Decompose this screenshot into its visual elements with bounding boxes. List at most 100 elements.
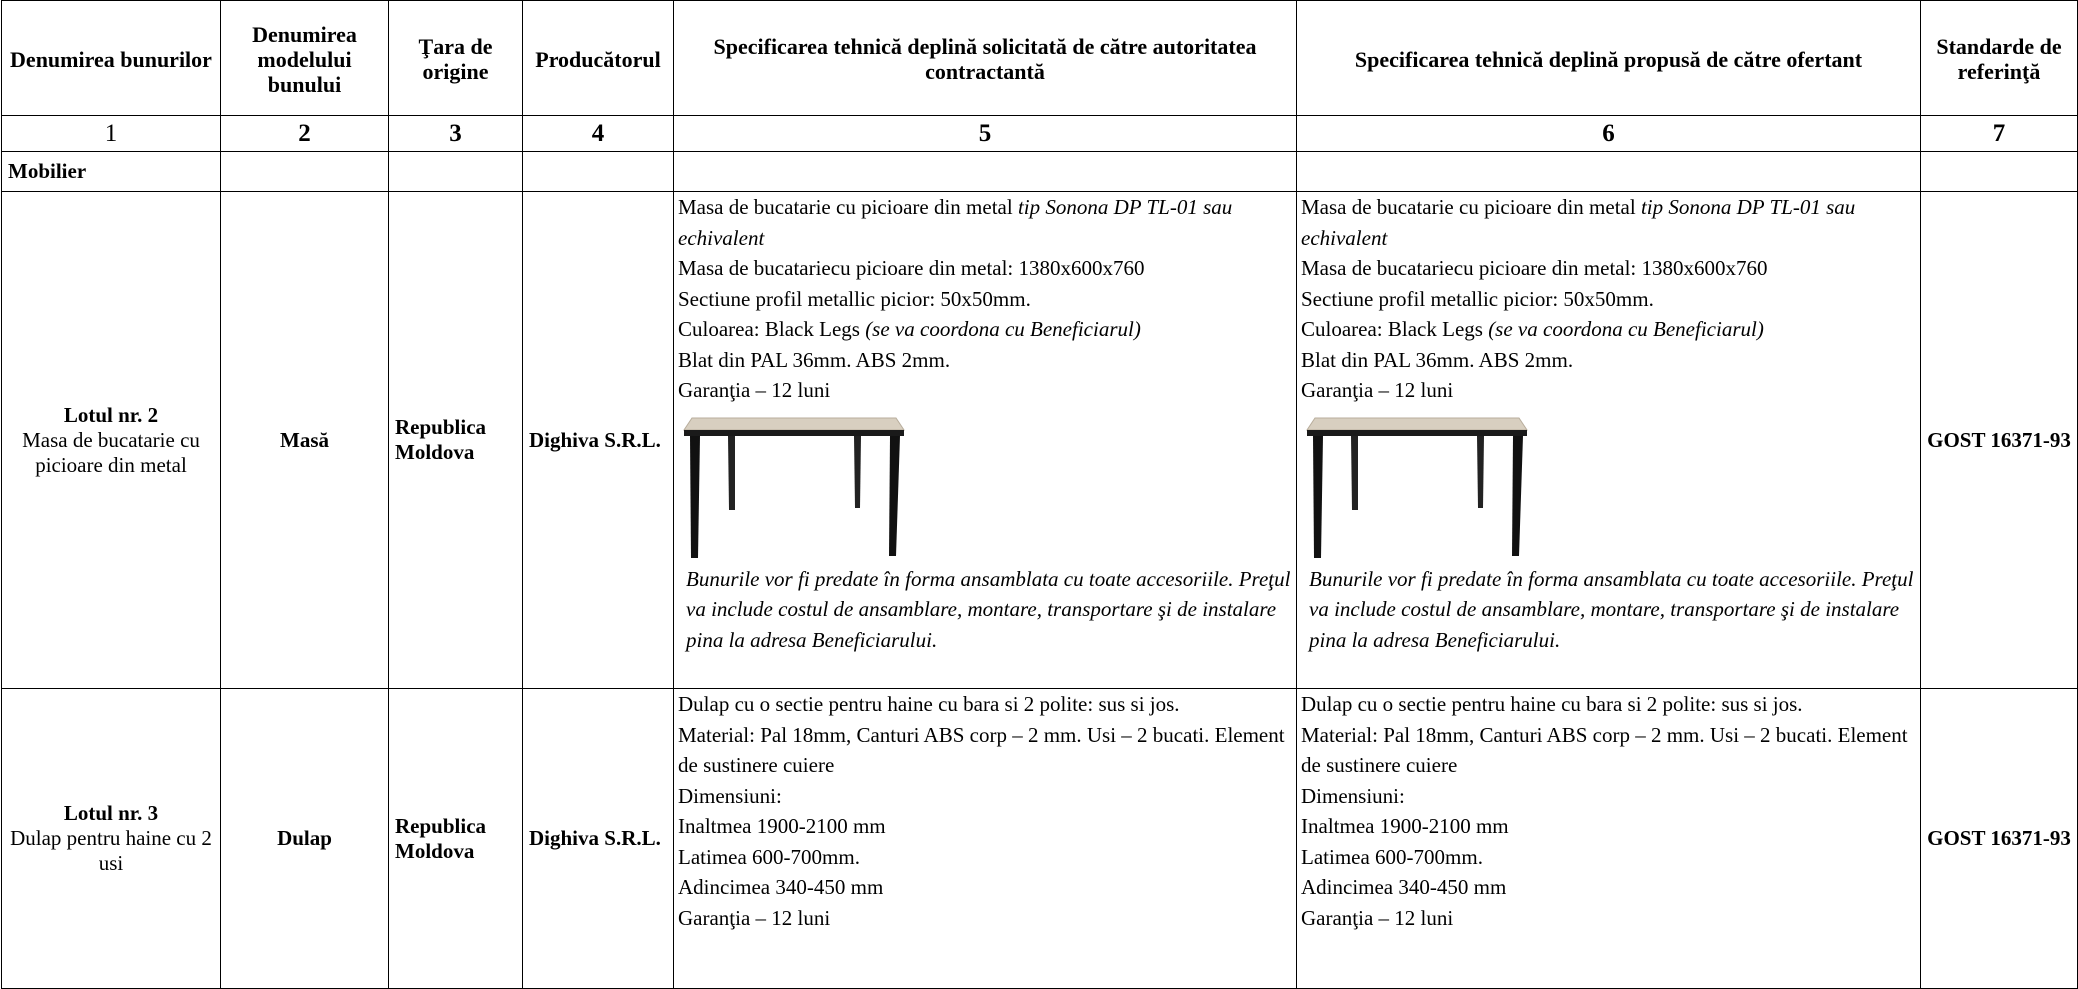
spec-line: Sectiune profil metallic picior: 50x50mm… (1301, 284, 1916, 315)
column-number: 3 (388, 115, 523, 152)
spec-text: Masa de bucatarie cu picioare din metal (678, 195, 1018, 219)
spec-line: Blat din PAL 36mm. ABS 2mm. (678, 345, 1292, 376)
lot-item: Masa de bucatarie cu picioare din metal (22, 427, 200, 477)
spec-text: Garanţia – 12 luni (1301, 378, 1454, 402)
empty-cell (220, 151, 389, 192)
header-row: Denumirea bunurilor Denumirea modelului b… (1, 0, 2078, 116)
product-image (1306, 417, 1528, 558)
offered-spec: Dulap cu o sectie pentru haine cu bara s… (1296, 688, 1921, 989)
column-number: 2 (220, 115, 389, 152)
spec-line: Adincimea 340-450 mm (678, 872, 1292, 903)
empty-cell (673, 151, 1297, 192)
spec-text: Latimea 600-700mm. (1301, 844, 1483, 869)
section-row: Mobilier (1, 151, 2078, 192)
lot-row: Lotul nr. 2 Masa de bucatarie cu picioare… (1, 191, 2078, 689)
spec-line: Latimea 600-700mm. (678, 842, 1292, 873)
section-title: Mobilier (1, 151, 221, 192)
spec-text: Garanţia – 12 luni (678, 378, 831, 402)
requested-spec: Masa de bucatarie cu picioare din metal … (673, 191, 1297, 689)
lot-cell: Lotul nr. 3 Dulap pentru haine cu 2 usi (1, 688, 221, 989)
spec-line: Latimea 600-700mm. (1301, 842, 1916, 873)
spec-line: Masa de bucatarie cu picioare din metal … (678, 193, 1292, 254)
spec-line: Material: Pal 18mm, Canturi ABS corp – 2… (1301, 720, 1916, 781)
offered-spec: Masa de bucatarie cu picioare din metal … (1296, 191, 1921, 689)
spec-emphasis: tip Sonona DP TL-01 sau echivalent (1301, 195, 1856, 250)
spec-line: Garanţia – 12 luni (678, 903, 1292, 934)
column-number: 1 (1, 115, 221, 152)
column-header: Ţara de origine (388, 0, 523, 116)
requested-spec: Dulap cu o sectie pentru haine cu bara s… (673, 688, 1297, 989)
spec-line: Masa de bucatariecu picioare din metal: … (1301, 253, 1916, 284)
spec-note: Bunurile vor fi predate în forma ansambl… (1309, 566, 1914, 652)
spec-text: Masa de bucatarie cu picioare din metal (1301, 195, 1641, 219)
spec-text: Garanţia – 12 luni (1301, 905, 1454, 930)
empty-cell (522, 151, 674, 192)
spec-text: Latimea 600-700mm. (678, 844, 860, 869)
lot-number: Lotul nr. 2 (63, 402, 159, 427)
spec-text: Garanţia – 12 luni (678, 905, 831, 930)
spec-line: Adincimea 340-450 mm (1301, 872, 1916, 903)
empty-cell (1296, 151, 1921, 192)
spec-text: Masa de bucatariecu picioare din metal: … (678, 256, 1145, 280)
column-header: Specificarea tehnică deplină propusă de … (1296, 0, 1921, 116)
column-number: 7 (1920, 115, 2078, 152)
spec-line: Dulap cu o sectie pentru haine cu bara s… (678, 690, 1292, 720)
empty-cell (1920, 151, 2078, 192)
standard: GOST 16371-93 (1920, 191, 2078, 689)
spec-text: Blat din PAL 36mm. ABS 2mm. (1301, 347, 1574, 372)
spec-emphasis: (se va coordona cu Beneficiarul) (865, 317, 1141, 341)
model: Dulap (220, 688, 389, 989)
spec-text: Dimensiuni: (678, 783, 782, 808)
spec-text: Material: Pal 18mm, Canturi ABS corp – 2… (1301, 722, 1908, 778)
spec-text: Dulap cu o sectie pentru haine cu bara s… (1301, 692, 1803, 716)
column-header: Producătorul (522, 0, 674, 116)
spec-line: Culoarea: Black Legs (se va coordona cu … (1301, 314, 1916, 345)
spec-note: Bunurile vor fi predate în forma ansambl… (686, 566, 1291, 652)
spec-line: Garanţia – 12 luni (1301, 375, 1916, 406)
spec-line: Dimensiuni: (1301, 781, 1916, 812)
table-body: 1 2 3 4 5 6 7 Mobilier Lotul nr. 2 Masa de bucata… (1, 115, 2078, 989)
empty-cell (388, 151, 523, 192)
spec-line: Inaltmea 1900-2100 mm (678, 811, 1292, 842)
column-header: Specificarea tehnică deplină solicitată … (673, 0, 1297, 116)
spec-text: Adincimea 340-450 mm (1301, 875, 1507, 899)
spec-text: Adincimea 340-450 mm (678, 875, 884, 899)
column-header: Denumirea modelului bunului (220, 0, 389, 116)
spec-line: Material: Pal 18mm, Canturi ABS corp – 2… (678, 720, 1292, 781)
lot-item: Dulap pentru haine cu 2 usi (10, 826, 212, 875)
column-number: 4 (522, 115, 674, 152)
spec-text: Culoarea: Black Legs (678, 317, 866, 341)
spec-line: Inaltmea 1900-2100 mm (1301, 811, 1916, 842)
spec-text: Sectiune profil metallic picior: 50x50mm… (1301, 286, 1654, 311)
spec-line: Masa de bucatarie cu picioare din metal … (1301, 193, 1916, 254)
spec-line: Masa de bucatariecu picioare din metal: … (678, 253, 1292, 284)
column-header: Standarde de referinţă (1920, 0, 2078, 116)
spec-emphasis: (se va coordona cu Beneficiarul) (1488, 317, 1764, 341)
product-image (683, 417, 905, 558)
spec-line: Culoarea: Black Legs (se va coordona cu … (678, 314, 1292, 345)
spec-text: Blat din PAL 36mm. ABS 2mm. (678, 347, 951, 372)
spec-text: Inaltmea 1900-2100 mm (678, 814, 886, 838)
spec-text: Inaltmea 1900-2100 mm (1301, 814, 1509, 838)
spec-text: Masa de bucatariecu picioare din metal: … (1301, 256, 1768, 280)
producer: Dighiva S.R.L. (522, 688, 674, 989)
lot-number: Lotul nr. 3 (63, 801, 159, 825)
spec-emphasis: tip Sonona DP TL-01 sau echivalent (678, 195, 1233, 250)
spec-line: Garanţia – 12 luni (678, 375, 1292, 406)
column-number: 5 (673, 115, 1297, 152)
spec-text: Dimensiuni: (1301, 783, 1405, 808)
standard: GOST 16371-93 (1920, 688, 2078, 989)
spec-line: Garanţia – 12 luni (1301, 903, 1916, 934)
spec-text: Culoarea: Black Legs (1301, 317, 1489, 341)
spec-line: Sectiune profil metallic picior: 50x50mm… (678, 284, 1292, 315)
lot-row: Lotul nr. 3 Dulap pentru haine cu 2 usi Du… (1, 688, 2078, 989)
column-number: 6 (1296, 115, 1921, 152)
model: Masă (220, 191, 389, 689)
country: Republica Moldova (388, 191, 523, 689)
spec-line: Blat din PAL 36mm. ABS 2mm. (1301, 345, 1916, 376)
spec-text: Material: Pal 18mm, Canturi ABS corp – 2… (678, 722, 1285, 778)
country: Republica Moldova (388, 688, 523, 989)
